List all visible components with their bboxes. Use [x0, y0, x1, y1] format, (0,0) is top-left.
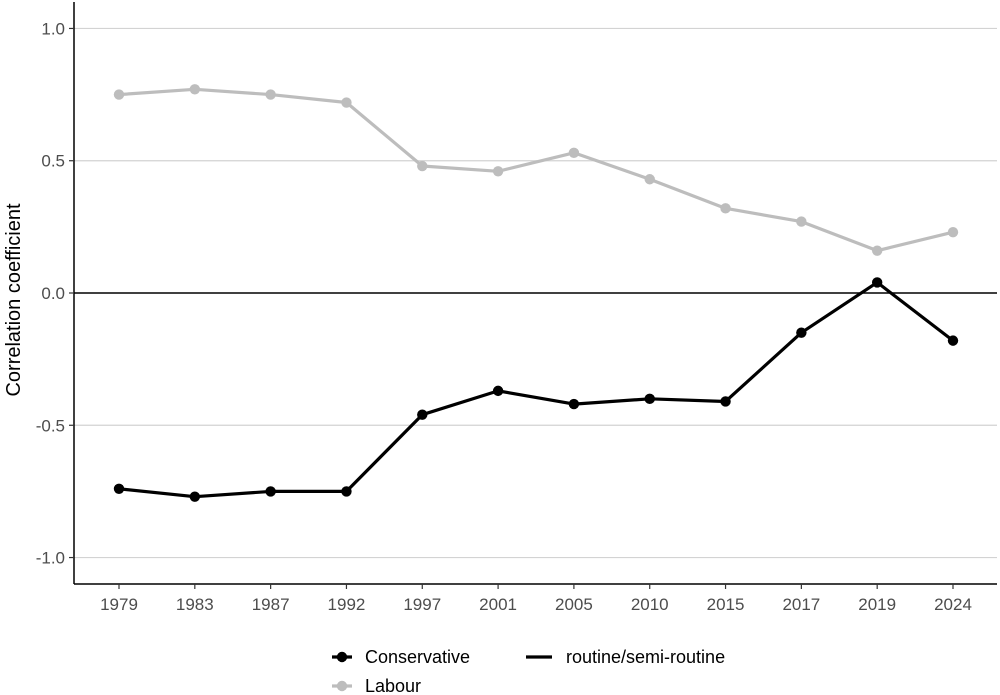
conservative-data-point — [492, 385, 504, 397]
conservative-data-point — [113, 483, 125, 494]
x-tick-label: 1987 — [252, 595, 290, 614]
labour-data-point — [265, 89, 276, 100]
conservative-data-point — [720, 396, 731, 407]
gridlines — [74, 27, 997, 559]
x-tick-label: 2001 — [479, 595, 517, 614]
x-tick-label: 1992 — [328, 595, 366, 614]
conservative-data-point — [871, 277, 883, 288]
series-group — [113, 84, 959, 502]
legend: Conservative Labour routine/semi-routine — [332, 647, 725, 695]
labour-data-point — [417, 160, 428, 172]
conservative-data-point — [644, 393, 655, 405]
conservative-data-point — [189, 491, 201, 502]
legend-label-routine-semi-routine: routine/semi-routine — [566, 647, 725, 667]
labour-series-line — [118, 87, 954, 253]
conservative-data-point — [265, 486, 276, 497]
labour-data-point — [341, 97, 352, 108]
x-tick-label: 1997 — [403, 595, 441, 614]
labour-data-point — [796, 216, 807, 227]
x-tick-label: 1983 — [176, 595, 214, 614]
y-tick-label: 0.5 — [41, 152, 65, 171]
x-tick-label: 2017 — [782, 595, 820, 614]
labour-data-point — [947, 226, 959, 238]
labour-data-point — [189, 84, 201, 95]
conservative-data-point — [796, 327, 807, 338]
y-tick-label: 0.0 — [41, 284, 65, 303]
labour-data-point — [644, 174, 655, 185]
conservative-series-line — [118, 280, 954, 499]
labour-data-point — [720, 203, 731, 214]
labour-data-point — [113, 89, 125, 100]
x-tick-label: 2019 — [858, 595, 896, 614]
x-tick-label: 2010 — [631, 595, 669, 614]
labour-data-point — [492, 166, 504, 177]
conservative-data-point — [568, 398, 580, 410]
legend-label-labour: Labour — [365, 676, 421, 695]
y-axis-title: Correlation coefficient — [3, 203, 25, 397]
conservative-data-point — [417, 409, 428, 420]
labour-data-point — [568, 147, 580, 158]
y-axis-ticks: 1.0 0.5 0.0 -0.5 -1.0 — [36, 19, 74, 568]
x-tick-label: 2024 — [934, 595, 972, 614]
legend-key-point-conservative — [336, 651, 348, 663]
conservative-data-point — [341, 486, 352, 497]
x-axis-ticks: 1979 1983 1987 1992 1997 2001 2005 2010 2015 2017… — [100, 584, 972, 614]
y-tick-label: 1.0 — [41, 19, 65, 38]
x-tick-label: 2005 — [555, 595, 593, 614]
x-tick-label: 1979 — [100, 595, 138, 614]
legend-key-point-labour — [336, 680, 348, 692]
legend-label-conservative: Conservative — [365, 647, 470, 667]
y-tick-label: -1.0 — [36, 549, 65, 568]
y-tick-label: -0.5 — [36, 416, 65, 435]
conservative-data-point — [947, 335, 959, 346]
labour-data-point — [871, 245, 883, 256]
x-tick-label: 2015 — [707, 595, 745, 614]
